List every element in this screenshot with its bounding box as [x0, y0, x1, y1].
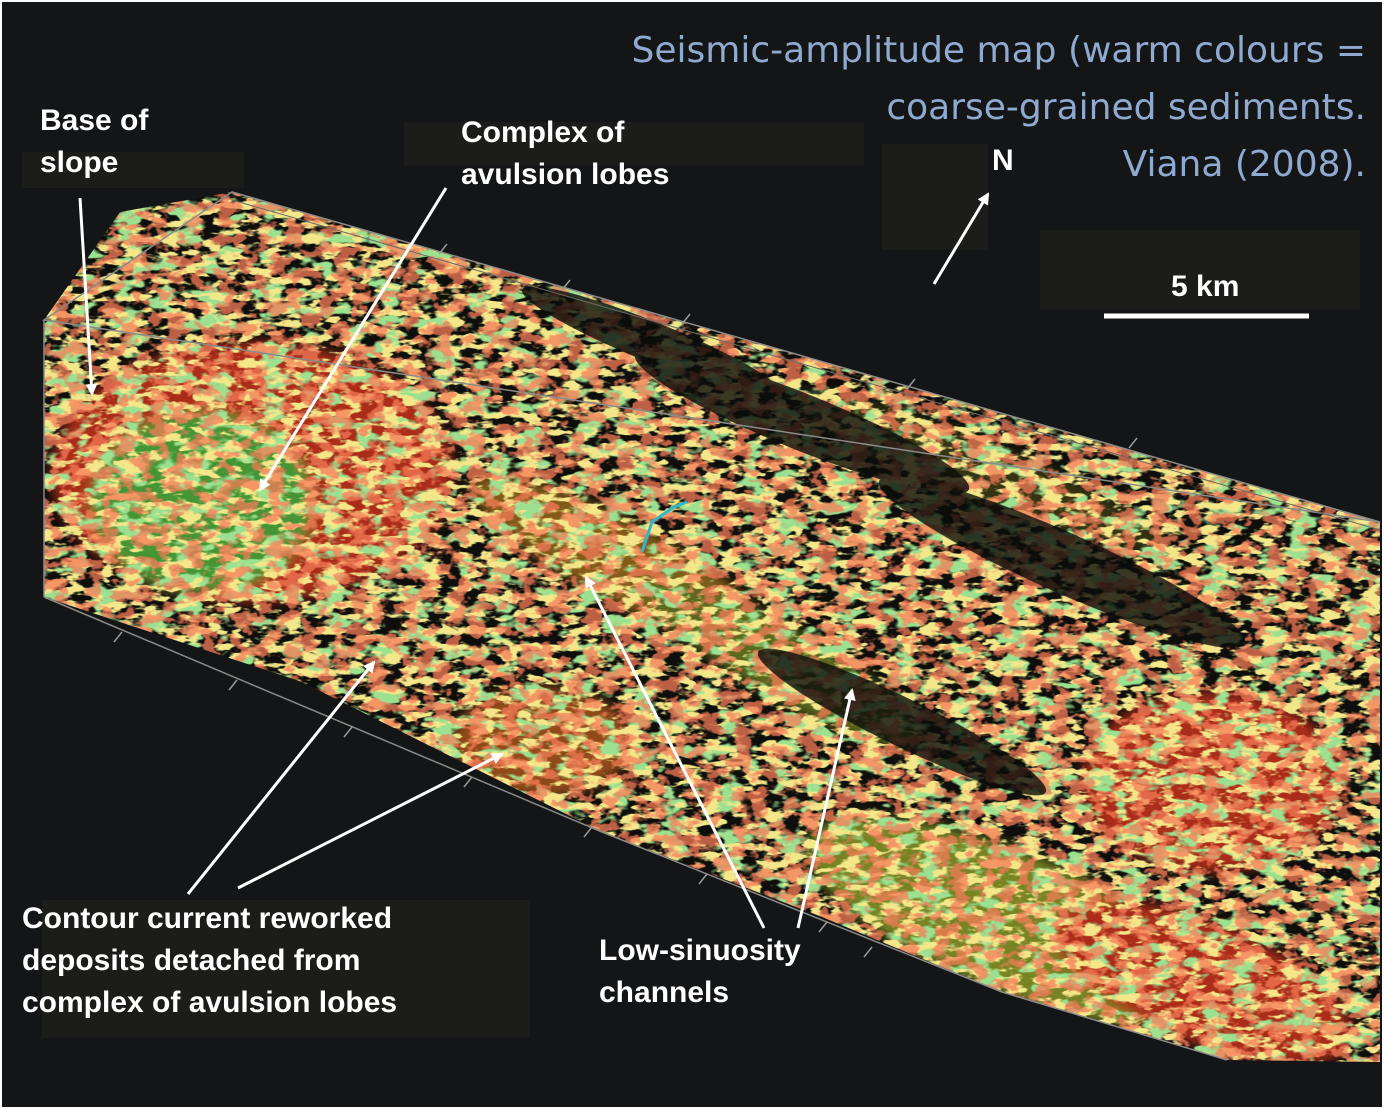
arrow-low-sinuosity-2 — [796, 688, 856, 929]
arrow-avulsion-lobes — [258, 187, 448, 492]
north-arrow-icon — [932, 192, 990, 285]
arrow-contour-current-1 — [186, 660, 376, 895]
scale-bar-label: 5 km — [1171, 270, 1240, 303]
north-label: N — [992, 144, 1014, 177]
title-line-3: Viana (2008). — [1122, 144, 1366, 185]
label-backdrop — [1040, 230, 1360, 310]
label-backdrop — [22, 152, 244, 188]
title-line-2: coarse-grained sediments. — [886, 87, 1366, 128]
label-low-sinuosity: Low-sinuosity channels — [599, 934, 801, 1009]
label-avulsion-lobes: Complex of avulsion lobes — [461, 116, 670, 191]
figure-title: Seismic-amplitude map (warm colours = co… — [632, 22, 1366, 193]
arrow-base-of-slope — [78, 197, 98, 396]
label-backdrop — [882, 144, 988, 250]
label-contour-current: Contour current reworked deposits detach… — [22, 902, 398, 1019]
arrow-low-sinuosity-1 — [584, 575, 766, 929]
label-backdrop — [42, 900, 530, 1038]
label-backdrop — [404, 122, 864, 166]
title-line-1: Seismic-amplitude map (warm colours = — [631, 30, 1366, 71]
label-base-of-slope: Base of slope — [40, 104, 149, 179]
arrow-contour-current-2 — [237, 752, 504, 890]
